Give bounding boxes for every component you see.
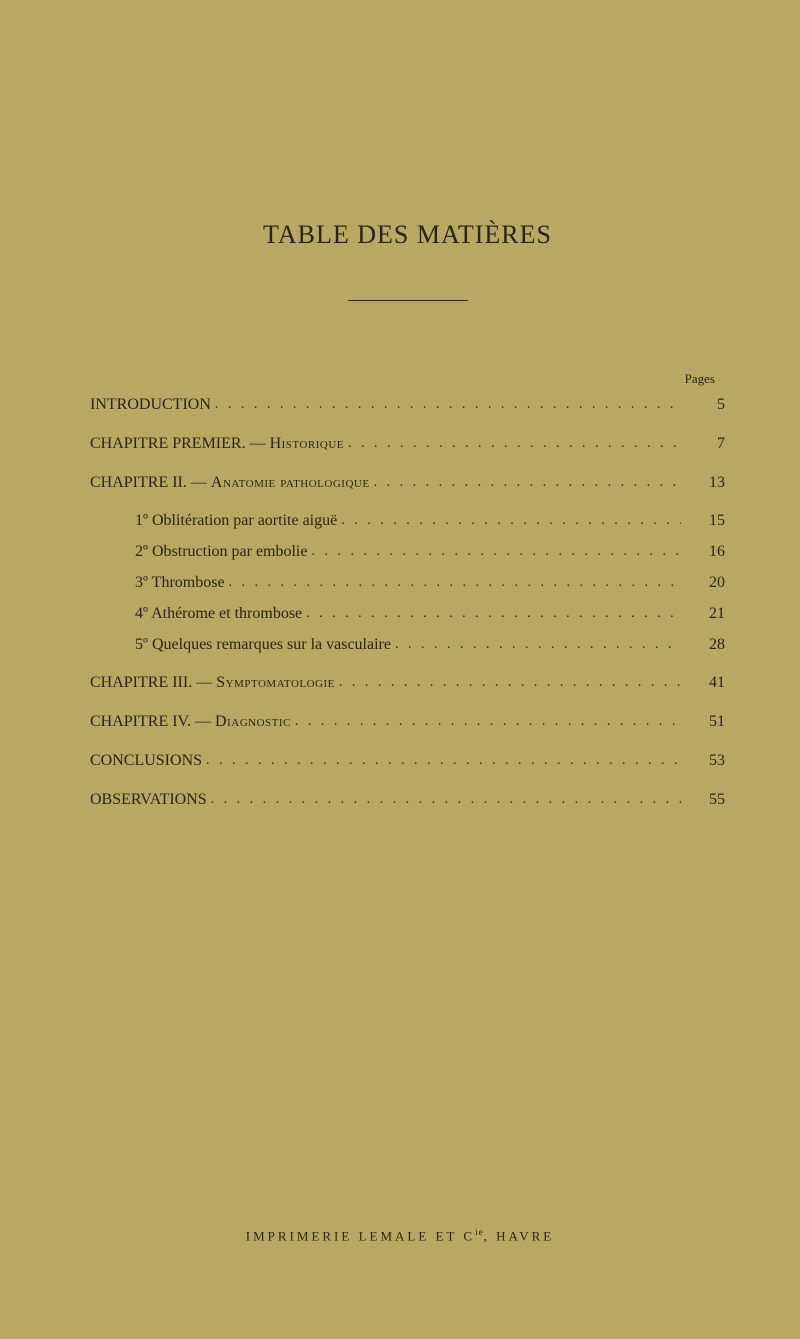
toc-page-number: 41 xyxy=(685,673,725,694)
toc-leader-dots xyxy=(339,674,681,692)
toc-leader-dots xyxy=(215,396,681,414)
toc-entry-label: 2º Obstruction par embolie xyxy=(135,542,307,563)
toc-entry-label: 1º Oblitération par aortite aiguë xyxy=(135,511,337,532)
imprint-superscript: ie xyxy=(475,1227,484,1237)
toc-entry-text: INTRODUCTION xyxy=(90,396,211,413)
toc-entry-prefix: CHAPITRE II. — xyxy=(90,474,211,491)
toc-entry-prefix: CHAPITRE PREMIER. — xyxy=(90,435,270,452)
toc-entry-label: CHAPITRE III. — Symptomatologie xyxy=(90,673,335,694)
toc-page-number: 51 xyxy=(685,712,725,733)
toc-entry: CHAPITRE III. — Symptomatologie 41 xyxy=(90,673,725,694)
toc-entry-label: 4º Athérome et thrombose xyxy=(135,604,302,625)
title-divider xyxy=(348,300,468,301)
toc-entry: 5º Quelques remarques sur la vasculaire 2… xyxy=(90,635,725,656)
toc-leader-dots xyxy=(229,574,681,592)
toc-leader-dots xyxy=(374,474,681,492)
toc-entry-prefix: CHAPITRE III. — xyxy=(90,674,216,691)
toc-entry: 2º Obstruction par embolie 16 xyxy=(90,542,725,563)
toc-entry-label: CHAPITRE II. — Anatomie pathologique xyxy=(90,473,370,494)
toc-entry-main: Anatomie pathologique xyxy=(211,474,370,491)
toc-page-number: 16 xyxy=(685,542,725,563)
toc-leader-dots xyxy=(341,512,681,530)
toc-leader-dots xyxy=(395,636,681,654)
toc-entry-text: CONCLUSIONS xyxy=(90,752,202,769)
toc-entry: 1º Oblitération par aortite aiguë 15 xyxy=(90,511,725,532)
toc-leader-dots xyxy=(306,605,681,623)
toc-entry-label: 5º Quelques remarques sur la vasculaire xyxy=(135,635,391,656)
toc-entry-label: CHAPITRE IV. — Diagnostic xyxy=(90,712,291,733)
toc-entry: CONCLUSIONS 53 xyxy=(90,751,725,772)
toc-entry: CHAPITRE PREMIER. — Historique 7 xyxy=(90,434,725,455)
toc-page-number: 21 xyxy=(685,604,725,625)
imprint-tail: , HAVRE xyxy=(484,1228,555,1243)
page-container: TABLE DES MATIÈRES Pages INTRODUCTION 5 CH… xyxy=(0,0,800,881)
toc-entry-prefix: CHAPITRE IV. — xyxy=(90,713,215,730)
toc-entry: 4º Athérome et thrombose 21 xyxy=(90,604,725,625)
toc-leader-dots xyxy=(311,543,681,561)
toc-entry-label: CHAPITRE PREMIER. — Historique xyxy=(90,434,344,455)
toc-entry: OBSERVATIONS 55 xyxy=(90,790,725,811)
toc-page-number: 5 xyxy=(685,395,725,416)
toc-page-number: 13 xyxy=(685,473,725,494)
toc-entry-label: OBSERVATIONS xyxy=(90,790,207,811)
imprint-text: IMPRIMERIE LEMALE ET C xyxy=(246,1228,475,1243)
toc-entry: 3º Thrombose 20 xyxy=(90,573,725,594)
toc-entry-text: OBSERVATIONS xyxy=(90,791,207,808)
toc-entry-main: Symptomatologie xyxy=(216,674,335,691)
pages-column-header: Pages xyxy=(90,371,725,387)
toc-page-number: 7 xyxy=(685,434,725,455)
toc-page-number: 28 xyxy=(685,635,725,656)
toc-page-number: 15 xyxy=(685,511,725,532)
toc-entry-label: INTRODUCTION xyxy=(90,395,211,416)
toc-page-number: 55 xyxy=(685,790,725,811)
toc-entry-label: CONCLUSIONS xyxy=(90,751,202,772)
toc-leader-dots xyxy=(295,713,681,731)
toc-page-number: 53 xyxy=(685,751,725,772)
toc-leader-dots xyxy=(348,435,681,453)
toc-page-number: 20 xyxy=(685,573,725,594)
table-of-contents: INTRODUCTION 5 CHAPITRE PREMIER. — Histori… xyxy=(90,395,725,811)
page-title: TABLE DES MATIÈRES xyxy=(90,220,725,250)
imprint-line: IMPRIMERIE LEMALE ET Cie, HAVRE xyxy=(0,1227,800,1244)
toc-entry: INTRODUCTION 5 xyxy=(90,395,725,416)
toc-entry: CHAPITRE IV. — Diagnostic 51 xyxy=(90,712,725,733)
toc-entry-main: Historique xyxy=(270,435,344,452)
toc-entry-label: 3º Thrombose xyxy=(135,573,225,594)
toc-entry-main: Diagnostic xyxy=(215,713,291,730)
toc-entry: CHAPITRE II. — Anatomie pathologique 13 xyxy=(90,473,725,494)
toc-leader-dots xyxy=(206,752,681,770)
toc-leader-dots xyxy=(211,791,681,809)
